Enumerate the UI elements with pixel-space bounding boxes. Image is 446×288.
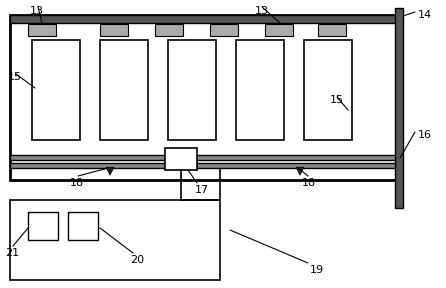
Text: 17: 17: [195, 185, 209, 195]
Polygon shape: [296, 167, 304, 175]
Bar: [210, 24, 238, 36]
Bar: [32, 40, 80, 140]
Bar: [100, 40, 148, 140]
Text: 18: 18: [70, 178, 84, 188]
Bar: [10, 15, 400, 23]
Bar: [236, 40, 284, 140]
Bar: [155, 24, 183, 36]
Bar: [10, 15, 400, 180]
Text: 15: 15: [330, 95, 344, 105]
Bar: [10, 163, 395, 168]
Bar: [10, 155, 395, 160]
Text: 13: 13: [255, 6, 269, 16]
Bar: [165, 148, 197, 170]
Text: 16: 16: [418, 130, 432, 140]
Bar: [10, 200, 220, 280]
Text: 14: 14: [418, 10, 432, 20]
Polygon shape: [106, 167, 114, 175]
Bar: [68, 212, 98, 240]
Bar: [168, 40, 216, 140]
Bar: [265, 24, 293, 36]
Text: 19: 19: [310, 265, 324, 275]
Bar: [318, 24, 346, 36]
Text: 18: 18: [302, 178, 316, 188]
Text: 21: 21: [5, 248, 19, 258]
Text: 13: 13: [30, 6, 44, 16]
Bar: [28, 212, 58, 240]
Bar: [395, 8, 403, 208]
Bar: [304, 40, 352, 140]
Text: 15: 15: [8, 72, 22, 82]
Text: 20: 20: [130, 255, 144, 265]
Bar: [100, 24, 128, 36]
Bar: [28, 24, 56, 36]
